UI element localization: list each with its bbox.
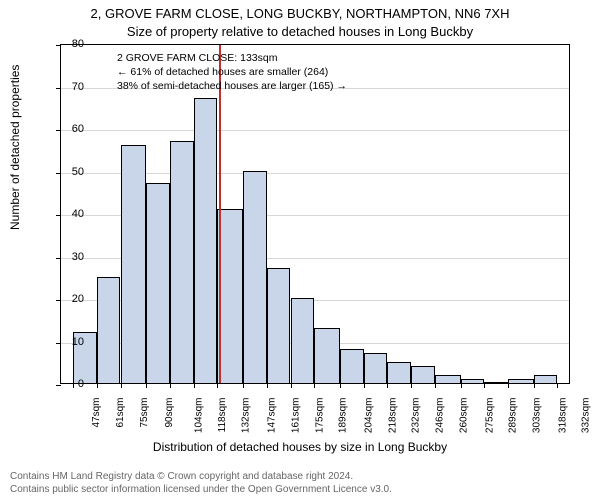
x-tick-label: 204sqm xyxy=(363,398,374,434)
y-tick-label: 80 xyxy=(54,38,84,50)
x-tick-label: 332sqm xyxy=(581,398,592,434)
x-tick-label: 303sqm xyxy=(532,398,543,434)
x-tick-label: 189sqm xyxy=(338,398,349,434)
x-tick-label: 218sqm xyxy=(387,398,398,434)
x-tick-mark xyxy=(411,383,412,388)
y-tick-label: 20 xyxy=(54,293,84,305)
x-tick-mark xyxy=(314,383,315,388)
x-tick-label: 104sqm xyxy=(193,398,204,434)
y-tick-label: 0 xyxy=(54,378,84,390)
x-tick-label: 175sqm xyxy=(314,398,325,434)
y-tick-label: 40 xyxy=(54,208,84,220)
annotation-line3: 38% of semi-detached houses are larger (… xyxy=(117,79,347,93)
histogram-bar xyxy=(121,145,147,383)
x-tick-mark xyxy=(364,383,365,388)
x-tick-mark xyxy=(484,383,485,388)
histogram-bar xyxy=(194,98,218,383)
annotation-line2: ← 61% of detached houses are smaller (26… xyxy=(117,65,347,79)
histogram-bar xyxy=(534,375,558,384)
x-tick-mark xyxy=(435,383,436,388)
y-tick-label: 50 xyxy=(54,166,84,178)
footer-line1: Contains HM Land Registry data © Crown c… xyxy=(10,470,392,483)
x-tick-label: 289sqm xyxy=(508,398,519,434)
y-axis-label: Number of detached properties xyxy=(8,65,22,230)
histogram-bar xyxy=(435,375,461,384)
histogram-bar xyxy=(461,379,485,383)
x-tick-label: 275sqm xyxy=(484,398,495,434)
y-tick-label: 60 xyxy=(54,123,84,135)
x-tick-label: 147sqm xyxy=(266,398,277,434)
y-tick-label: 10 xyxy=(54,336,84,348)
histogram-bar xyxy=(340,349,364,383)
x-tick-mark xyxy=(557,383,558,388)
x-tick-mark xyxy=(243,383,244,388)
x-tick-label: 47sqm xyxy=(91,398,102,428)
x-tick-mark xyxy=(170,383,171,388)
x-tick-label: 75sqm xyxy=(139,398,150,428)
histogram-bar xyxy=(387,362,411,383)
x-tick-label: 118sqm xyxy=(216,398,227,433)
histogram-bar xyxy=(243,171,267,384)
x-tick-label: 260sqm xyxy=(459,398,470,434)
histogram-bar xyxy=(146,183,170,383)
x-tick-label: 90sqm xyxy=(164,398,175,428)
histogram-bar xyxy=(314,328,340,383)
x-tick-mark xyxy=(217,383,218,388)
x-tick-mark xyxy=(534,383,535,388)
annotation-line1: 2 GROVE FARM CLOSE: 133sqm xyxy=(117,51,347,65)
plot-area: 2 GROVE FARM CLOSE: 133sqm ← 61% of deta… xyxy=(60,44,570,384)
marker-line xyxy=(219,45,221,383)
x-tick-mark xyxy=(194,383,195,388)
x-tick-mark xyxy=(146,383,147,388)
x-tick-label: 318sqm xyxy=(557,398,568,434)
histogram-bar xyxy=(291,298,315,383)
x-tick-label: 246sqm xyxy=(435,398,446,434)
x-tick-mark xyxy=(121,383,122,388)
x-axis-label: Distribution of detached houses by size … xyxy=(0,440,600,454)
chart-title-line2: Size of property relative to detached ho… xyxy=(0,24,600,39)
histogram-bar xyxy=(411,366,435,383)
histogram-bar xyxy=(364,353,388,383)
x-tick-label: 132sqm xyxy=(241,398,252,434)
footer-line2: Contains public sector information licen… xyxy=(10,483,392,496)
x-tick-mark xyxy=(508,383,509,388)
footer-attribution: Contains HM Land Registry data © Crown c… xyxy=(10,470,392,496)
x-tick-mark xyxy=(461,383,462,388)
histogram-bar xyxy=(267,268,291,383)
chart-container: 2, GROVE FARM CLOSE, LONG BUCKBY, NORTHA… xyxy=(0,0,600,500)
histogram-bar xyxy=(484,382,508,383)
x-tick-label: 232sqm xyxy=(411,398,422,434)
x-tick-label: 61sqm xyxy=(115,398,126,428)
chart-title-line1: 2, GROVE FARM CLOSE, LONG BUCKBY, NORTHA… xyxy=(0,6,600,21)
x-tick-mark xyxy=(291,383,292,388)
annotation-box: 2 GROVE FARM CLOSE: 133sqm ← 61% of deta… xyxy=(117,51,347,94)
histogram-bar xyxy=(170,141,194,383)
x-tick-mark xyxy=(267,383,268,388)
histogram-bar xyxy=(508,379,534,383)
histogram-bar xyxy=(217,209,243,383)
x-tick-mark xyxy=(340,383,341,388)
y-tick-label: 30 xyxy=(54,251,84,263)
x-tick-mark xyxy=(97,383,98,388)
x-tick-label: 161sqm xyxy=(290,398,301,434)
x-tick-mark xyxy=(387,383,388,388)
y-tick-label: 70 xyxy=(54,81,84,93)
histogram-bar xyxy=(97,277,121,383)
gridline xyxy=(61,130,569,131)
